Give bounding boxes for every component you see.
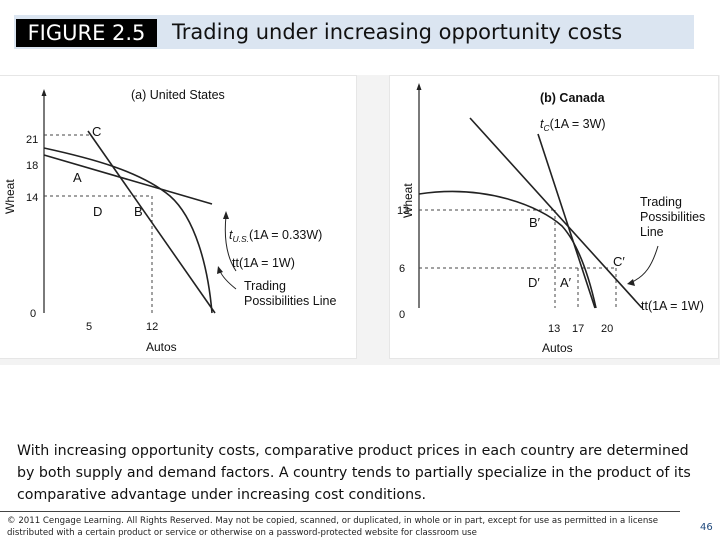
ca-label-trading-3: Line — [640, 225, 664, 239]
copyright-notice: © 2011 Cengage Learning. All Rights Rese… — [7, 516, 659, 538]
ca-ytick-6: 6 — [399, 263, 405, 275]
us-diagram: (a) United States Wheat 21 18 14 0 5 12 … — [3, 88, 336, 354]
ca-point-b: B′ — [529, 215, 541, 230]
us-trading-line-tt — [87, 130, 216, 314]
page-number: 46 — [700, 522, 713, 533]
ca-price-line-tc — [537, 133, 596, 309]
ca-ytick-0: 0 — [399, 309, 405, 321]
us-ytick-0: 0 — [30, 308, 36, 320]
ca-arrow-trading-head — [627, 279, 635, 286]
ca-xtick-17: 17 — [572, 323, 584, 335]
ca-point-a: A′ — [560, 275, 572, 290]
us-arrow-trading — [219, 270, 237, 290]
ca-arrow-trading — [631, 245, 659, 283]
us-ytick-21: 21 — [26, 134, 38, 146]
us-y-axis-arrow — [41, 89, 47, 96]
us-arrow-trading-head — [217, 266, 223, 274]
ca-x-axis-label: Autos — [542, 341, 573, 355]
figure-caption: With increasing opportunity costs, compa… — [17, 443, 691, 503]
ca-label-trading-1: Trading — [640, 195, 682, 209]
us-xtick-12: 12 — [146, 321, 158, 333]
figure-title: Trading under increasing opportunity cos… — [172, 20, 623, 44]
panel-united-states: (a) United States Wheat 21 18 14 0 5 12 … — [0, 76, 356, 358]
ca-ppf-curve — [418, 190, 597, 309]
ca-y-axis-label: Wheat — [401, 183, 415, 218]
ca-trading-line-tt — [469, 117, 643, 309]
us-label-trading-2: Possibilities Line — [244, 294, 336, 308]
ca-label-tc: tC(1A = 3W) — [540, 117, 606, 133]
us-point-b: B — [134, 204, 143, 219]
ca-point-c: C′ — [613, 254, 625, 269]
footer-divider — [0, 511, 680, 512]
us-ytick-14: 14 — [26, 192, 38, 204]
canada-diagram: (b) Canada Wheat 13 6 0 13 17 20 Autos B… — [397, 83, 705, 355]
us-point-d: D — [93, 204, 102, 219]
ca-point-d: D′ — [528, 275, 540, 290]
ca-label-trading-2: Possibilities — [640, 210, 705, 224]
us-y-axis-label: Wheat — [3, 179, 17, 214]
panel-canada: (b) Canada Wheat 13 6 0 13 17 20 Autos B… — [390, 76, 718, 358]
ca-xtick-20: 20 — [601, 323, 613, 335]
us-x-axis-label: Autos — [146, 340, 177, 354]
us-arrow-tus — [224, 215, 237, 272]
us-point-c: C — [92, 124, 101, 139]
us-title: (a) United States — [131, 88, 225, 102]
us-ppf-curve — [43, 147, 213, 314]
ca-ytick-13: 13 — [397, 205, 409, 217]
figure-label: FIGURE 2.5 — [16, 19, 157, 47]
ca-title: (b) Canada — [540, 91, 606, 105]
us-label-trading-1: Trading — [244, 279, 286, 293]
us-ytick-18: 18 — [26, 160, 38, 172]
ca-xtick-13: 13 — [548, 323, 560, 335]
us-point-a: A — [73, 170, 82, 185]
us-label-tt: tt(1A = 1W) — [232, 256, 295, 270]
us-xtick-5: 5 — [86, 321, 92, 333]
ca-y-axis-arrow — [416, 83, 422, 90]
ca-label-tt: tt(1A = 1W) — [641, 299, 704, 313]
us-arrow-tus-head — [223, 211, 229, 219]
us-price-line-tus — [43, 154, 213, 205]
us-label-tus: tU.S.(1A = 0.33W) — [229, 228, 322, 244]
